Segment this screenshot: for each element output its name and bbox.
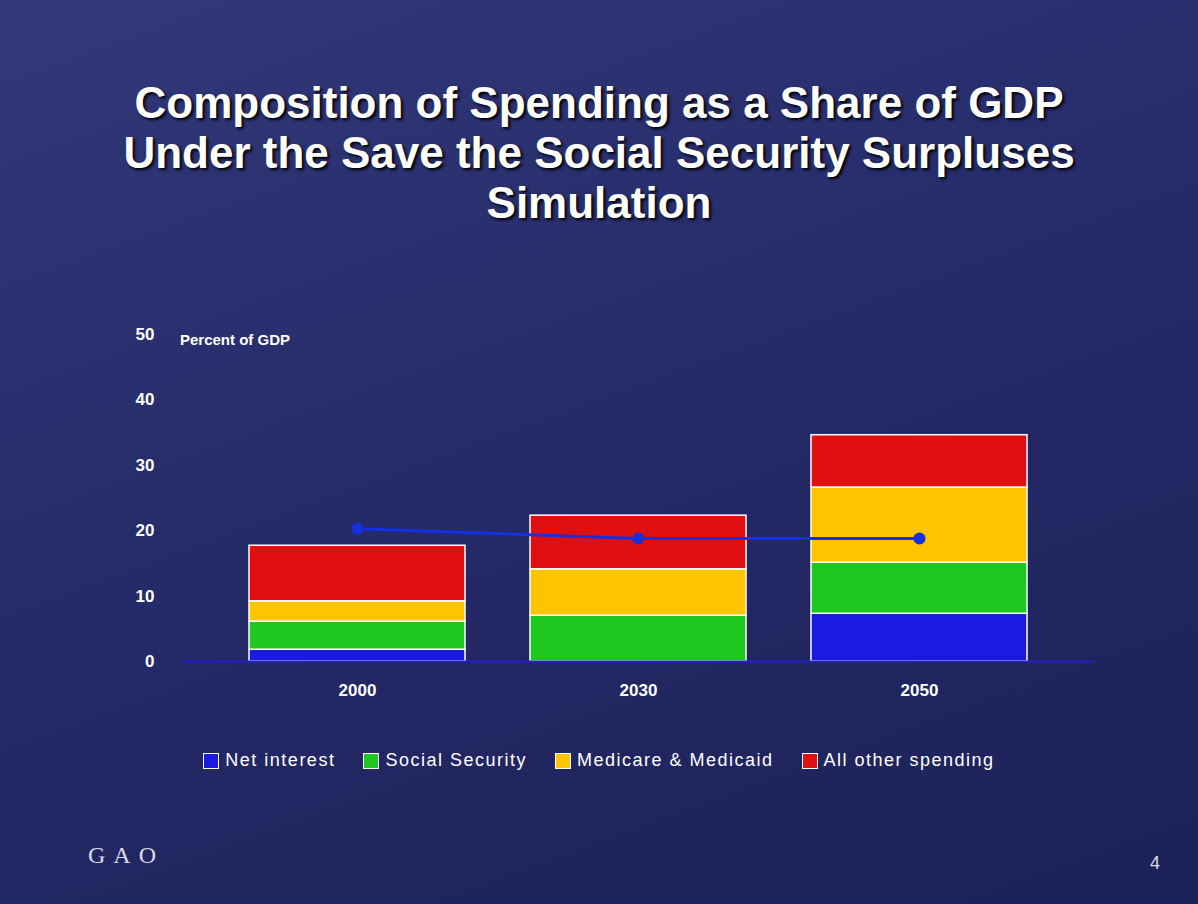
html-text:4: 4 [1150, 853, 1160, 873]
svg-text:10: 10 [136, 587, 155, 606]
svg-text:30: 30 [136, 456, 155, 475]
svg-text:2050: 2050 [901, 681, 939, 700]
html-text:Composition of Spending as a S: Composition of Spending as a Share of GD… [123, 78, 1075, 227]
html-text:Social Security: Social Security [385, 750, 527, 770]
html-text:Medicare & Medicaid: Medicare & Medicaid [577, 750, 774, 770]
svg-text:0: 0 [145, 652, 154, 671]
html-text:Percent of GDP: Percent of GDP [180, 331, 290, 348]
svg-text:20: 20 [136, 521, 155, 540]
svg-text:2030: 2030 [620, 681, 658, 700]
svg-text:40: 40 [136, 390, 155, 409]
svg-text:50: 50 [136, 325, 155, 344]
svg-text:2000: 2000 [339, 681, 377, 700]
html-text:All other spending: All other spending [823, 750, 995, 770]
html-text:Net interest: Net interest [225, 750, 336, 770]
html-text:GAO: GAO [88, 842, 164, 868]
